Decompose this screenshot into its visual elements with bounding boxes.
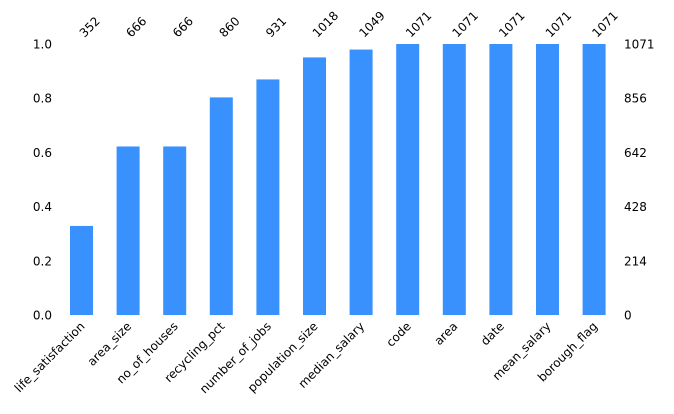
count-label: 1071: [589, 9, 620, 40]
left-tick-label: 0.6: [33, 146, 52, 160]
bar: [116, 146, 140, 315]
left-tick-label: 0.4: [33, 200, 52, 214]
right-axis: 0 214 428 642 856 1071: [624, 38, 655, 323]
left-tick-label: 1.0: [33, 38, 52, 52]
left-tick-label: 0.8: [33, 92, 52, 106]
bars: [70, 44, 606, 316]
count-label: 860: [217, 14, 243, 40]
right-tick-label: 642: [624, 146, 647, 160]
left-tick-label: 0.0: [33, 309, 52, 323]
bar: [70, 225, 93, 315]
bar: [489, 44, 513, 315]
count-label: 1071: [403, 9, 434, 40]
count-label: 931: [263, 14, 289, 40]
bar: [396, 44, 420, 315]
count-label: 352: [77, 14, 103, 40]
count-label: 1071: [450, 9, 481, 40]
category-label: date: [478, 319, 507, 348]
bar: [442, 44, 466, 315]
right-tick-label: 0: [624, 309, 632, 323]
count-labels: 352 666 666 860 931 1018 1049 1071 1071 1071 1071 1…: [77, 9, 621, 40]
bar: [256, 79, 280, 315]
category-labels: life_satisfactionarea_sizeno_of_housesre…: [12, 319, 601, 396]
right-tick-label: 428: [624, 200, 647, 214]
count-label: 1018: [310, 9, 341, 40]
bar: [582, 44, 606, 315]
category-label: area: [432, 319, 461, 348]
count-label: 1071: [543, 9, 574, 40]
left-axis: 0.0 0.2 0.4 0.6 0.8 1.0: [33, 38, 52, 323]
right-tick-label: 856: [624, 92, 647, 106]
bar: [209, 97, 233, 315]
bar: [163, 146, 187, 315]
bar: [349, 49, 373, 315]
right-tick-label: 1071: [624, 38, 655, 52]
bar: [536, 44, 559, 315]
category-label: code: [383, 319, 413, 349]
bar: [303, 57, 326, 316]
right-tick-label: 214: [624, 254, 647, 268]
count-label: 1049: [356, 9, 387, 40]
count-label: 666: [123, 14, 149, 40]
count-label: 1071: [496, 9, 527, 40]
category-label: life_satisfaction: [12, 319, 88, 395]
left-tick-label: 0.2: [33, 254, 52, 268]
count-label: 666: [170, 14, 196, 40]
category-label: area_size: [85, 319, 135, 369]
